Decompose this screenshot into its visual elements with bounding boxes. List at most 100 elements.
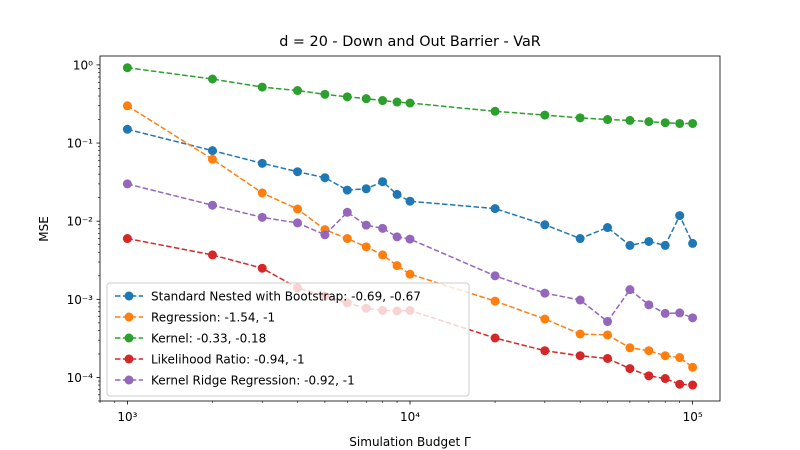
data-point xyxy=(257,263,267,273)
data-point xyxy=(644,346,654,356)
legend: Standard Nested with Bootstrap: -0.69, -… xyxy=(106,282,470,397)
y-tick-label: 10⁻³ xyxy=(67,293,94,307)
data-point xyxy=(660,118,670,128)
legend-box xyxy=(106,282,470,397)
series-5 xyxy=(122,179,698,327)
y-axis: 10⁰ 10⁻¹ 10⁻² 10⁻³ 10⁻⁴ xyxy=(67,58,100,402)
data-point xyxy=(490,333,500,343)
data-point xyxy=(392,97,402,107)
data-point xyxy=(660,351,670,361)
data-point xyxy=(378,96,388,106)
data-point xyxy=(378,223,388,233)
data-point xyxy=(575,351,585,361)
data-point xyxy=(392,261,402,271)
data-point xyxy=(122,124,132,134)
data-point xyxy=(378,250,388,260)
data-point xyxy=(675,308,685,318)
data-point xyxy=(342,92,352,102)
data-point xyxy=(603,330,613,340)
data-point xyxy=(122,179,132,189)
legend-label: Likelihood Ratio: -0.94, -1 xyxy=(151,353,305,367)
data-point xyxy=(342,185,352,195)
data-point xyxy=(207,250,217,260)
data-point xyxy=(675,379,685,389)
data-point xyxy=(342,234,352,244)
data-point xyxy=(490,271,500,281)
data-point xyxy=(405,234,415,244)
y-tick-label: 10⁻⁴ xyxy=(67,371,94,385)
data-point xyxy=(405,269,415,279)
data-point xyxy=(625,343,635,353)
data-point xyxy=(361,220,371,230)
data-point xyxy=(405,196,415,206)
data-point xyxy=(122,101,132,111)
y-axis-label: MSE xyxy=(37,216,51,242)
data-point xyxy=(342,207,352,217)
data-point xyxy=(603,353,613,363)
legend-marker xyxy=(124,375,134,385)
x-tick-label: 10⁴ xyxy=(400,410,420,424)
data-point xyxy=(575,329,585,339)
data-point xyxy=(207,146,217,156)
data-point xyxy=(361,94,371,104)
data-point xyxy=(575,295,585,305)
data-point xyxy=(625,364,635,374)
legend-entry: Kernel Ridge Regression: -0.92, -1 xyxy=(115,374,355,388)
data-point xyxy=(660,308,670,318)
data-point xyxy=(675,211,685,221)
x-tick-label: 10⁵ xyxy=(683,410,703,424)
data-point xyxy=(540,346,550,356)
data-point xyxy=(122,234,132,244)
legend-entry: Kernel: -0.33, -0.18 xyxy=(115,332,266,346)
data-point xyxy=(688,380,698,390)
data-point xyxy=(207,200,217,210)
data-point xyxy=(490,296,500,306)
y-tick-label: 10⁻¹ xyxy=(67,137,94,151)
data-point xyxy=(293,204,303,214)
data-point xyxy=(644,300,654,310)
data-point xyxy=(540,110,550,120)
data-point xyxy=(490,106,500,116)
data-point xyxy=(644,117,654,127)
legend-marker xyxy=(124,291,134,301)
data-point xyxy=(603,223,613,233)
data-point xyxy=(603,115,613,125)
x-axis-label: Simulation Budget Γ xyxy=(349,435,471,449)
legend-entry: Regression: -1.54, -1 xyxy=(115,311,275,325)
x-tick-label: 10³ xyxy=(117,410,137,424)
legend-label: Kernel Ridge Regression: -0.92, -1 xyxy=(151,374,355,388)
data-point xyxy=(392,189,402,199)
data-point xyxy=(688,238,698,248)
series-3 xyxy=(122,63,698,128)
data-point xyxy=(293,86,303,96)
series-1 xyxy=(122,124,698,250)
data-point xyxy=(207,154,217,164)
data-point xyxy=(688,118,698,128)
data-point xyxy=(320,173,330,183)
data-point xyxy=(644,371,654,381)
legend-entry: Standard Nested with Bootstrap: -0.69, -… xyxy=(115,290,421,304)
data-point xyxy=(675,353,685,363)
data-point xyxy=(122,63,132,73)
data-point xyxy=(688,362,698,372)
legend-label: Standard Nested with Bootstrap: -0.69, -… xyxy=(151,290,421,304)
data-point xyxy=(320,230,330,240)
legend-entry: Likelihood Ratio: -0.94, -1 xyxy=(115,353,305,367)
data-point xyxy=(361,184,371,194)
data-point xyxy=(575,113,585,123)
data-point xyxy=(660,240,670,250)
legend-marker xyxy=(124,312,134,322)
data-point xyxy=(540,220,550,230)
data-point xyxy=(625,115,635,125)
series-2 xyxy=(122,101,698,372)
axes-frame xyxy=(99,55,721,402)
series-layer xyxy=(122,63,698,390)
data-point xyxy=(257,158,267,168)
data-point xyxy=(207,74,217,84)
chart-title: d = 20 - Down and Out Barrier - VaR xyxy=(279,34,541,50)
data-point xyxy=(405,98,415,108)
data-point xyxy=(293,167,303,177)
data-point xyxy=(257,212,267,222)
data-point xyxy=(575,234,585,244)
